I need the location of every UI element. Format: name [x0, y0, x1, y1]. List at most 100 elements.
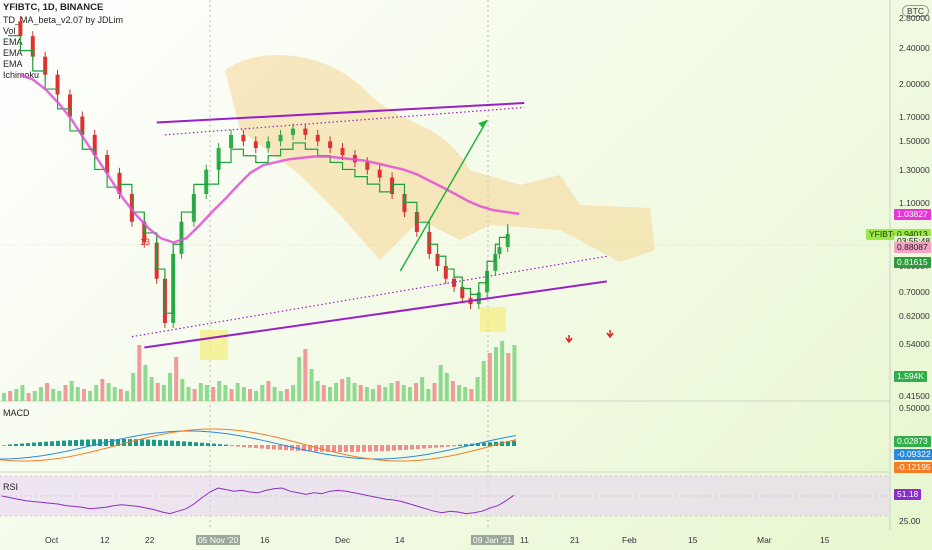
volume-bar — [137, 345, 142, 401]
volume-bar — [401, 385, 406, 401]
candle — [505, 233, 510, 248]
currency-badge[interactable]: BTC — [902, 5, 929, 17]
highlight-box — [480, 307, 506, 332]
volume-bar — [500, 341, 505, 401]
time-axis-tick: Dec — [335, 535, 351, 545]
macd-histogram-bar — [224, 444, 228, 446]
volume-bar — [32, 391, 37, 401]
macd-histogram-bar — [254, 445, 258, 449]
volume-bar — [118, 389, 123, 401]
projection-arrowhead — [478, 120, 488, 129]
macd-histogram-bar — [350, 445, 354, 452]
volume-bar — [364, 387, 369, 401]
volume-bar — [112, 387, 117, 401]
volume-bar — [186, 387, 191, 401]
macd-histogram-bar — [128, 439, 132, 446]
candle — [328, 141, 333, 149]
macd-histogram-bar — [188, 441, 192, 446]
candle — [476, 292, 481, 305]
volume-bar — [481, 361, 486, 401]
macd-histogram-bar — [374, 445, 378, 452]
candle — [290, 128, 295, 135]
date-marker: 05 Nov '20 — [196, 535, 241, 545]
macd-histogram-bar — [302, 445, 306, 452]
volume-bar — [8, 391, 13, 401]
volume-bar — [266, 381, 271, 401]
volume-bar — [223, 385, 228, 401]
candle — [443, 265, 448, 279]
macd-histogram-bar — [98, 439, 102, 446]
candle — [117, 172, 122, 195]
volume-bar — [14, 389, 19, 401]
ichimoku-cloud — [225, 55, 655, 263]
macd-histogram-bar — [62, 440, 66, 446]
candle — [30, 36, 35, 57]
time-axis-tick: Feb — [622, 535, 637, 545]
volume-bar — [149, 377, 154, 401]
signal-line — [0, 428, 517, 462]
volume-bar — [426, 389, 431, 401]
volume-bar — [131, 373, 136, 401]
resistance-dotted-line — [164, 106, 525, 136]
volume-bar — [254, 391, 259, 401]
candle — [67, 94, 72, 117]
volume-bar — [63, 385, 68, 401]
macd-histogram-bar — [260, 445, 264, 449]
volume-bar — [358, 385, 363, 401]
macd-histogram-bar — [56, 440, 60, 446]
macd-histogram-bar — [392, 445, 396, 451]
macd-histogram-bar — [308, 445, 312, 452]
support-dotted-line — [131, 255, 607, 338]
macd-histogram-bar — [206, 443, 210, 446]
volume-bar — [180, 379, 185, 401]
macd-histogram-bar — [122, 439, 126, 446]
volume-bar — [346, 377, 351, 401]
macd-histogram-bar — [452, 445, 456, 447]
volume-bar — [106, 383, 111, 401]
candle — [497, 247, 502, 254]
volume-bar — [297, 357, 302, 401]
macd-histogram-bar — [74, 439, 78, 446]
macd-histogram-bar — [440, 445, 444, 448]
macd-value-badge: -0.09322 — [894, 449, 932, 460]
time-axis-tick: 11 — [520, 535, 529, 545]
macd-histogram-bar — [482, 442, 486, 446]
volume-bar — [241, 387, 246, 401]
macd-histogram-bar — [368, 445, 372, 452]
macd-histogram-bar — [416, 445, 420, 450]
price-axis-tick: 1.50000 — [899, 136, 930, 147]
volume-bar — [26, 393, 31, 401]
time-axis-tick: Oct — [45, 535, 59, 545]
macd-histogram-bar — [26, 443, 30, 446]
volume-bar — [475, 377, 480, 401]
candle — [229, 134, 234, 149]
price-axis-tick: 2.40000 — [899, 43, 930, 54]
candle — [241, 134, 246, 142]
volume-bar — [75, 387, 80, 401]
volume-bar — [327, 387, 332, 401]
volume-bar — [407, 387, 412, 401]
macd-histogram-bar — [380, 445, 384, 452]
time-axis-tick: 15 — [688, 535, 698, 545]
time-axis-tick: 15 — [820, 535, 830, 545]
candle — [435, 253, 440, 266]
macd-histogram-bar — [290, 445, 294, 451]
price-axis-tick: 1.70000 — [899, 111, 930, 122]
macd-histogram-bar — [68, 440, 72, 446]
candle — [204, 169, 209, 195]
volume-bar — [395, 381, 400, 401]
volume-bar — [217, 381, 222, 401]
macd-histogram-bar — [500, 441, 504, 446]
candle — [216, 148, 221, 170]
indicator-label: EMA — [3, 48, 23, 58]
volume-bar — [143, 365, 148, 401]
macd-histogram-bar — [182, 441, 186, 446]
macd-histogram-bar — [92, 439, 96, 446]
macd-histogram-bar — [236, 445, 240, 447]
macd-label: MACD — [3, 408, 30, 418]
price-axis-tick: 1.10000 — [899, 197, 930, 208]
volume-badge: 1.594K — [894, 371, 927, 382]
volume-bar — [432, 383, 437, 401]
price-axis-tick: 0.54000 — [899, 338, 930, 349]
volume-bar — [235, 383, 240, 401]
